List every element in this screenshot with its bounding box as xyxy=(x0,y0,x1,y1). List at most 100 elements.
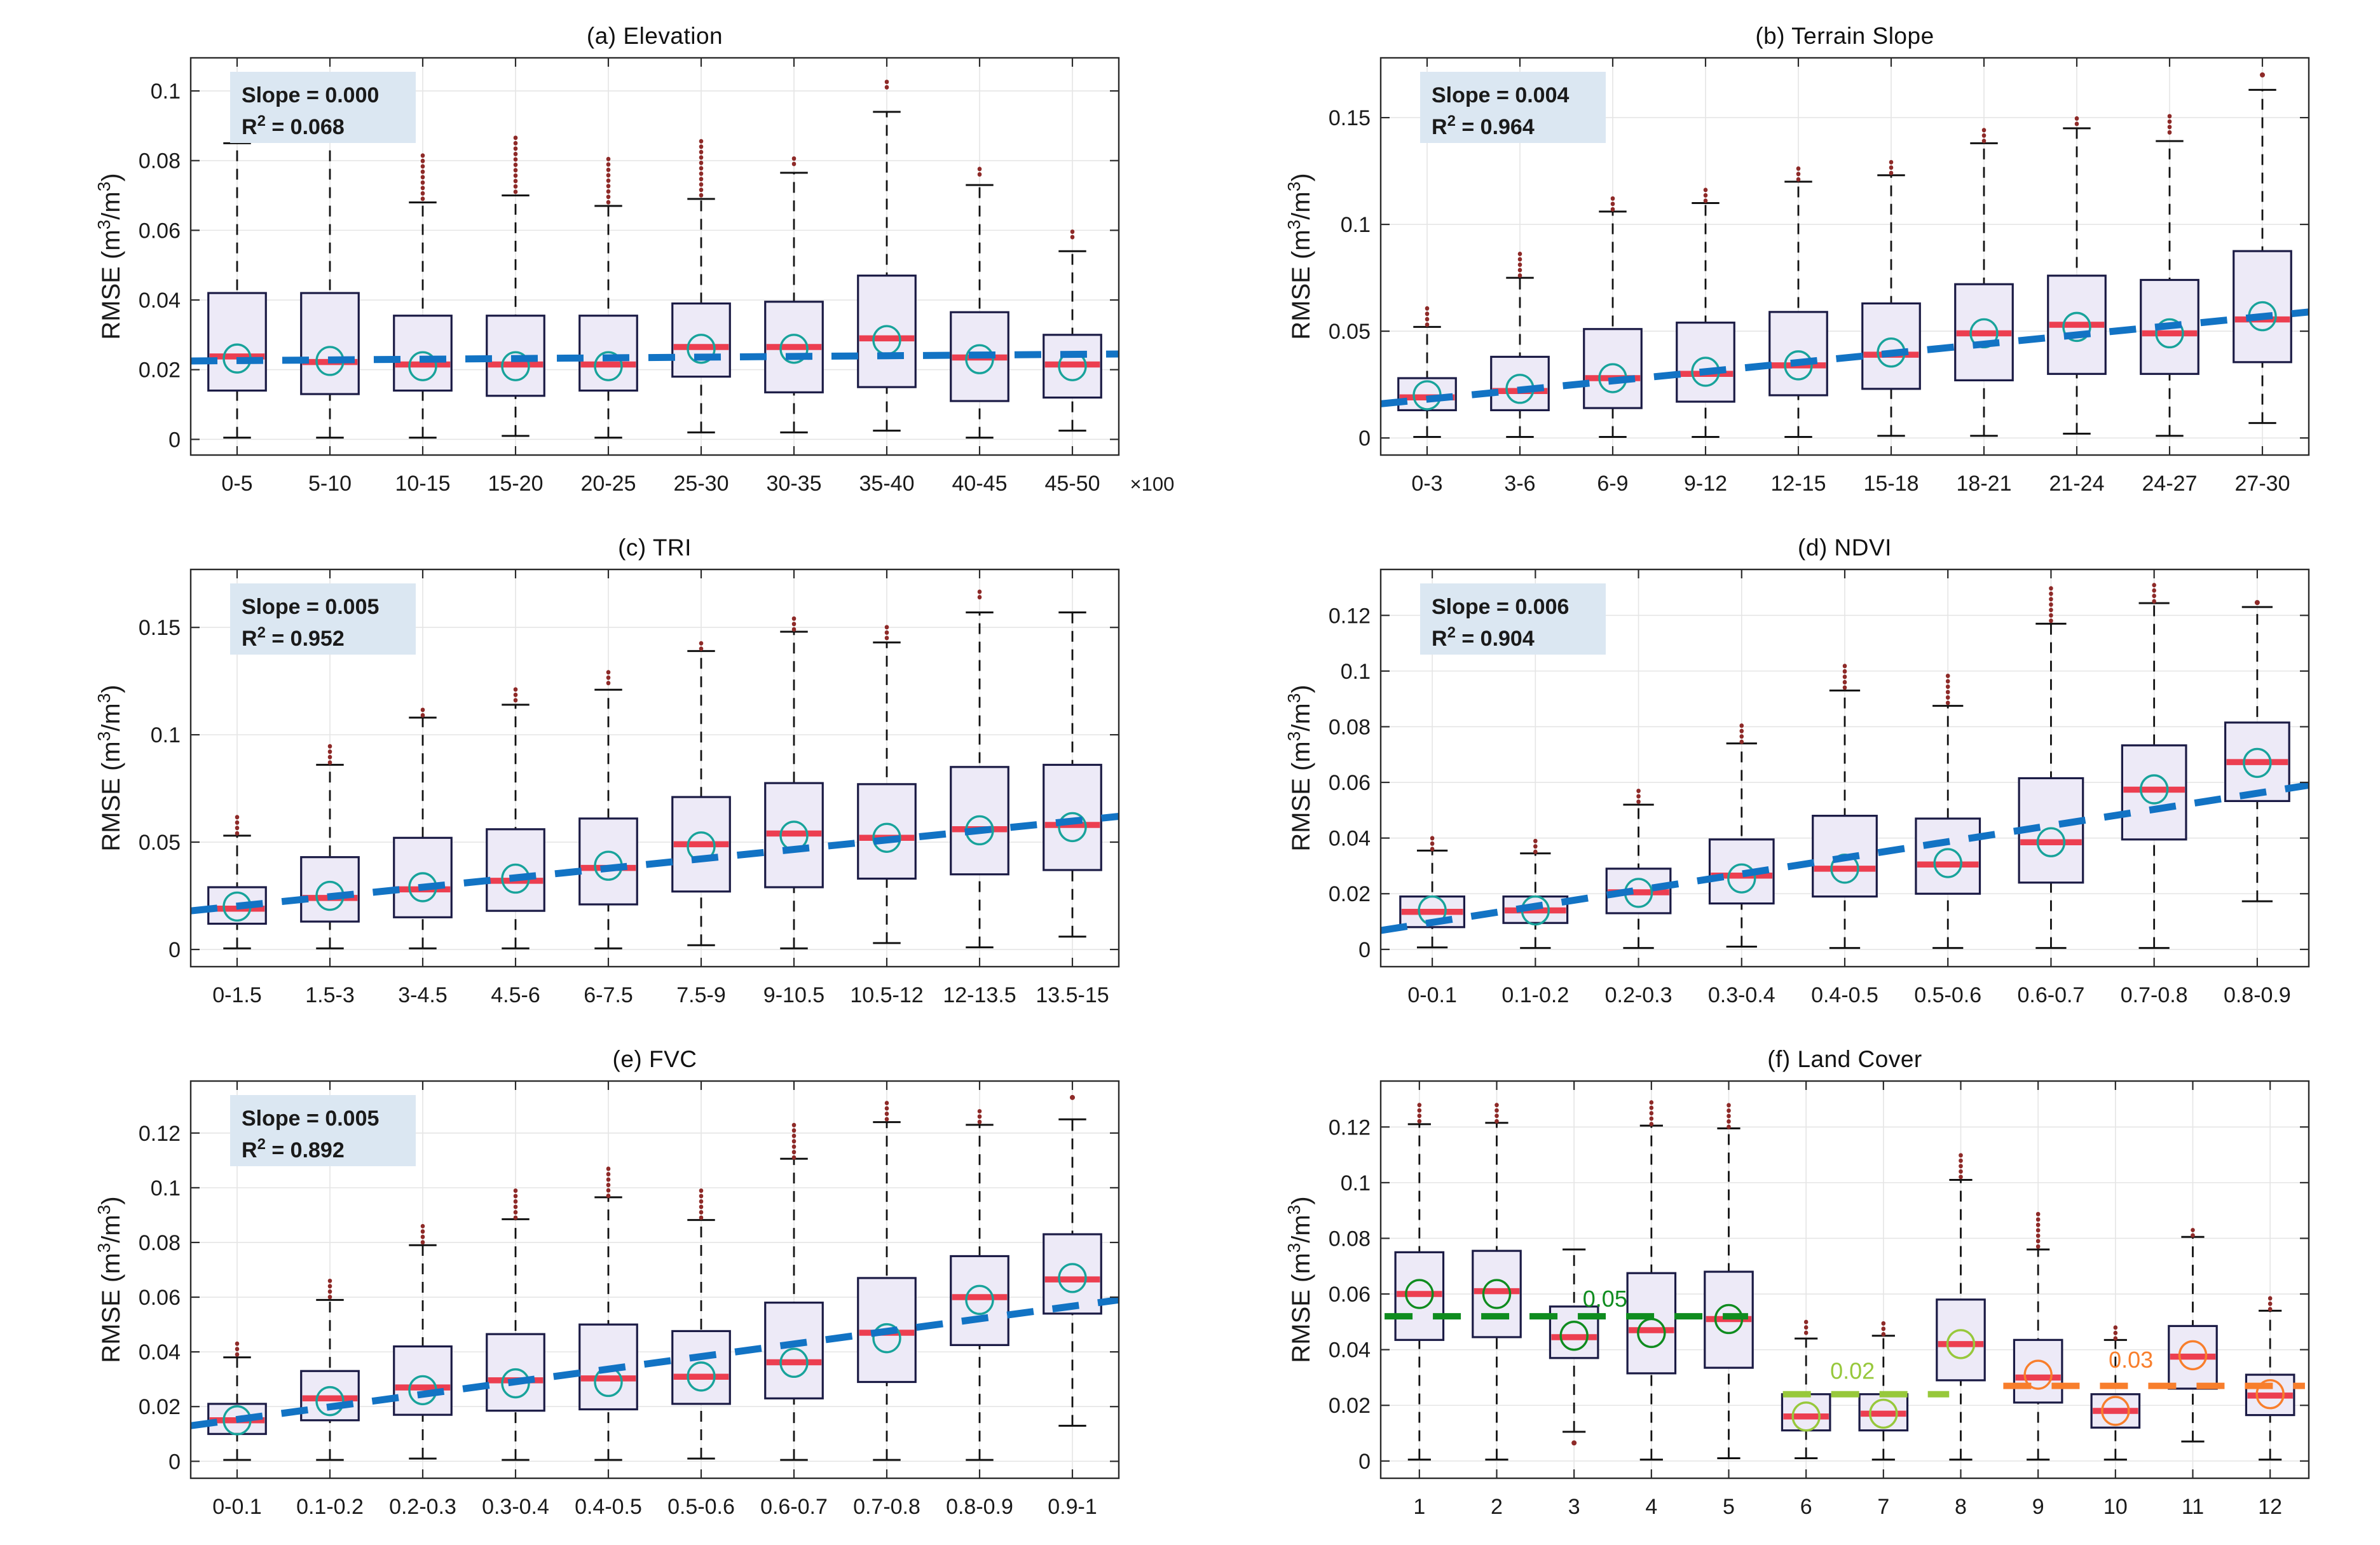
x-tick-label: 35-40 xyxy=(859,472,915,496)
y-tick-label: 0.1 xyxy=(1341,1171,1371,1195)
slope-value: Slope = 0.005 xyxy=(242,595,379,619)
annotation-box xyxy=(1420,583,1606,655)
mean-circle xyxy=(1933,848,1962,878)
mean-circle xyxy=(2255,1379,2285,1410)
x-tick-label: 12 xyxy=(2258,1495,2282,1519)
box-plot-item xyxy=(1043,1094,1102,1427)
x-tick-label: 0-0.1 xyxy=(1407,983,1457,1007)
x-tick-label: 0.5-0.6 xyxy=(667,1495,735,1519)
iqr-box xyxy=(857,783,917,880)
box-plot-item xyxy=(1605,788,1672,949)
iqr-box xyxy=(950,766,1009,876)
box-plot-item xyxy=(671,137,731,433)
box-plot-item xyxy=(1549,1248,1599,1446)
panel-title: (c) TRI xyxy=(618,534,692,561)
y-tick-label: 0.1 xyxy=(151,1176,181,1201)
iqr-box xyxy=(578,315,638,392)
panel-title: (f) Land Cover xyxy=(1767,1046,1922,1072)
mean-circle xyxy=(2155,318,2184,349)
mean-circle xyxy=(1482,1279,1512,1309)
panel-title: (d) NDVI xyxy=(1798,534,1892,561)
box-plot-item xyxy=(2047,111,2107,435)
box-plot-item xyxy=(857,74,917,432)
x-tick-label: 0.5-0.6 xyxy=(1914,983,1981,1007)
ndvi-boxplot: 0-0.1 0.1-0.2 0.2-0.3 0.3-0.4 0.4-0.5 0.5-0.6… xyxy=(1284,568,2310,1007)
panel-a-elevation: (a) Elevation 0-5 5-10 10-15 15-20 20-25 25-3… xyxy=(25,10,1215,522)
x-tick-label: 2 xyxy=(1491,1495,1503,1519)
y-tick-label: 0.04 xyxy=(1329,827,1371,851)
x-tick-label: 0.4-0.5 xyxy=(575,1495,642,1519)
box-plot-item xyxy=(2245,1291,2295,1461)
r-squared-value: R2 = 0.892 xyxy=(242,1136,345,1162)
x-tick-label: 0.3-0.4 xyxy=(482,1495,549,1519)
x-tick-label: 15-18 xyxy=(1864,472,1919,496)
y-tick-label: 0.12 xyxy=(1329,1115,1371,1140)
x-tick-label: 1 xyxy=(1413,1495,1425,1519)
box-plot-item xyxy=(486,134,545,437)
box-series xyxy=(207,74,1102,439)
mean-circle xyxy=(2101,1396,2130,1426)
mean-circle xyxy=(1784,350,1813,381)
y-tick-label: 0.02 xyxy=(139,1395,181,1419)
slope-value: Slope = 0.004 xyxy=(1432,83,1569,107)
x-tick-label: 30-35 xyxy=(767,472,822,496)
iqr-box xyxy=(1043,763,1102,871)
box-plot-item xyxy=(1472,1102,1522,1461)
panel-title: (e) FVC xyxy=(612,1046,697,1072)
iqr-box xyxy=(1861,302,1921,390)
x-tick-label: 10 xyxy=(2103,1495,2128,1519)
r-squared-value: R2 = 0.904 xyxy=(1432,624,1535,651)
box-plot-item xyxy=(393,1223,453,1460)
box-plot-item xyxy=(1954,124,2014,437)
annotation-box xyxy=(230,72,416,143)
iqr-box xyxy=(486,828,545,912)
x-tick-label: 0.4-0.5 xyxy=(1811,983,1878,1007)
box-series xyxy=(207,1094,1102,1461)
panel-d-ndvi: (d) NDVI 0-0.1 0.1-0.2 0.2-0.3 0.3-0.4 0.4-0… xyxy=(1215,522,2380,1033)
axis-ticks xyxy=(1381,58,2309,455)
y-tick-label: 0.05 xyxy=(139,831,181,855)
box-plot-item xyxy=(1915,671,1981,949)
outlier-dot xyxy=(1070,1094,1075,1100)
x-tick-label: 15-20 xyxy=(488,472,544,496)
box-plot-item xyxy=(764,1122,824,1461)
land-cover-boxplot: 0.050.02 0.031 2 3 4 5 6 7 8 9 10 11 1200.020.040.06… xyxy=(1284,1080,2310,1519)
trend-line xyxy=(190,813,1119,915)
iqr-box xyxy=(1490,355,1550,412)
x-tick-label: 0.6-0.7 xyxy=(760,1495,828,1519)
x-tick-label: 9 xyxy=(2032,1495,2044,1519)
mean-circle xyxy=(1058,1263,1087,1293)
annotation-box xyxy=(1420,72,1606,143)
slope-value: Slope = 0.006 xyxy=(1432,595,1569,619)
x-tick-label: 0.7-0.8 xyxy=(2121,983,2188,1007)
y-tick-label: 0.12 xyxy=(139,1122,181,1146)
x-tick-label: 10-15 xyxy=(395,472,451,496)
y-tick-label: 0.1 xyxy=(151,79,181,104)
box-plot-item xyxy=(857,623,917,944)
mean-circle xyxy=(1559,1321,1589,1351)
mean-circle xyxy=(2062,311,2091,343)
box-plot-item xyxy=(300,1278,360,1461)
y-tick-label: 0.02 xyxy=(1329,882,1371,906)
iqr-box xyxy=(393,836,453,918)
iqr-box xyxy=(1626,1272,1677,1375)
iqr-box xyxy=(1768,311,1828,397)
panel-e-fvc: (e) FVC 0-0.1 0.1-0.2 0.2-0.3 0.3-0.4 0.4-0.… xyxy=(25,1033,1215,1545)
y-tick-label: 0 xyxy=(168,938,181,962)
box-plot-item xyxy=(2224,600,2290,902)
box-plot-item xyxy=(578,155,638,439)
x-tick-label: 0.8-0.9 xyxy=(946,1495,1013,1519)
mean-circle xyxy=(779,334,809,364)
box-plot-item xyxy=(1502,837,1569,949)
iqr-box xyxy=(1936,1298,1986,1382)
x-tick-label: 0.2-0.3 xyxy=(389,1495,456,1519)
iqr-box xyxy=(2233,250,2292,364)
mean-circle xyxy=(1058,812,1087,843)
x-tick-label: 12-13.5 xyxy=(943,983,1016,1007)
iqr-box xyxy=(764,1302,824,1399)
box-plot-item xyxy=(1676,186,1735,438)
x-tick-label: 18-21 xyxy=(1957,472,2012,496)
box-plot-item xyxy=(486,1188,545,1461)
y-tick-label: 0.1 xyxy=(1341,660,1371,684)
annotation-box xyxy=(230,583,416,655)
